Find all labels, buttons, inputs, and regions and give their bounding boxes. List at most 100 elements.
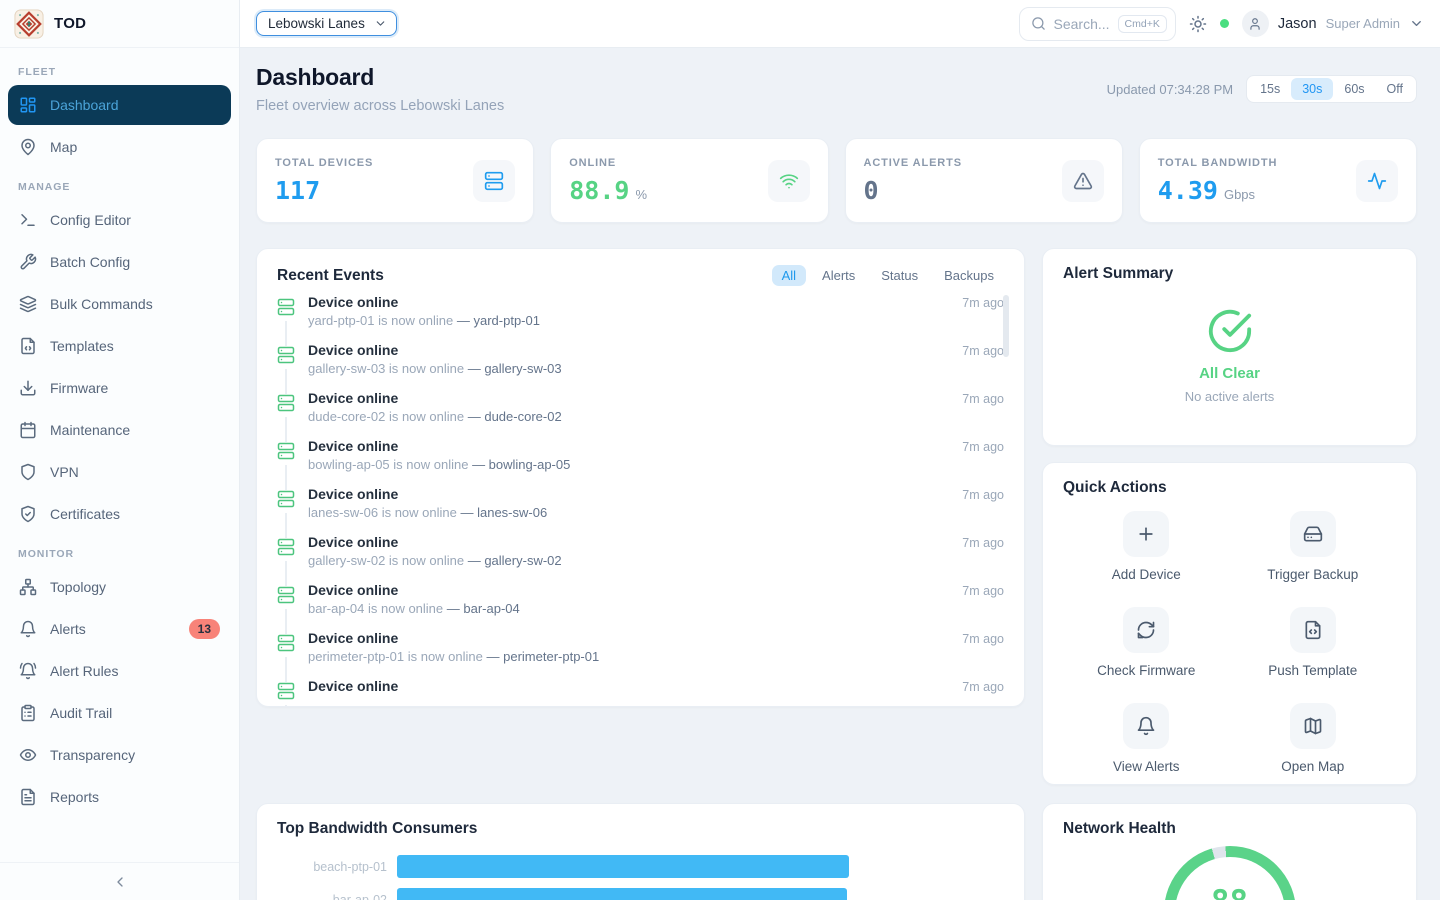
quick-action-add-device[interactable]: Add Device <box>1063 511 1230 582</box>
event-filters: All Alerts Status Backups <box>771 265 1004 286</box>
alert-summary-title: Alert Summary <box>1063 265 1174 282</box>
sidebar-item-templates[interactable]: Templates <box>8 326 231 366</box>
sidebar-item-config-editor[interactable]: Config Editor <box>8 200 231 240</box>
stat-label: TOTAL DEVICES <box>275 156 374 169</box>
event-device: — yard-ptp-01 <box>456 313 540 328</box>
server-icon <box>277 538 295 556</box>
sidebar-item-label: Firmware <box>50 380 109 396</box>
event-title: Device online <box>308 678 399 694</box>
server-icon <box>277 634 295 652</box>
monitor-items: Topology Alerts 13 Alert Rules <box>8 567 231 817</box>
sidebar-item-dashboard[interactable]: Dashboard <box>8 85 231 125</box>
avatar <box>1241 10 1269 37</box>
event-row-device-online[interactable]: Device online 7m ago bar-ap-04 is now on… <box>277 582 1004 645</box>
network-icon <box>19 578 37 596</box>
sidebar-item-reports[interactable]: Reports <box>8 777 231 817</box>
event-row-device-online[interactable]: Device online 7m ago yard-ptp-01 is now … <box>277 294 1004 357</box>
bar-row-beach-ptp-01: beach-ptp-01 <box>277 855 1004 878</box>
theme-toggle-sun-icon[interactable] <box>1189 15 1207 33</box>
sidebar-collapse-button[interactable] <box>0 862 239 900</box>
sidebar-item-label: Maintenance <box>50 422 131 438</box>
events-scrollbar-thumb[interactable] <box>1003 295 1009 357</box>
interval-15s[interactable]: 15s <box>1249 78 1291 100</box>
clipboard-list-icon <box>19 704 37 722</box>
event-device: — perimeter-ptp-01 <box>486 649 600 664</box>
eye-icon <box>19 746 37 764</box>
site-selector[interactable]: Lebowski Lanes <box>256 11 397 36</box>
sidebar-item-map[interactable]: Map <box>8 127 231 167</box>
check-circle-icon <box>1207 308 1253 354</box>
stat-icon-tile <box>473 159 516 202</box>
filter-all[interactable]: All <box>771 265 807 286</box>
recent-events-title: Recent Events <box>277 266 384 284</box>
quick-action-check-firmware[interactable]: Check Firmware <box>1063 607 1230 678</box>
quick-actions-title: Quick Actions <box>1063 479 1167 496</box>
section-label-manage: MANAGE <box>18 181 71 193</box>
quick-action-label: Check Firmware <box>1097 663 1196 678</box>
interval-60s[interactable]: 60s <box>1333 78 1375 100</box>
refresh-icon <box>1136 620 1156 640</box>
server-icon <box>277 586 295 604</box>
interval-off[interactable]: Off <box>1376 78 1414 100</box>
topbar-right: Search... Cmd+K Jason Super Admin <box>1018 6 1424 41</box>
user-menu[interactable]: Jason Super Admin <box>1241 10 1424 37</box>
sidebar-item-topology[interactable]: Topology <box>8 567 231 607</box>
event-message: gallery-sw-03 is now online <box>308 361 465 376</box>
event-row-device-online[interactable]: Device online 7m ago dude-core-02 is now… <box>277 390 1004 453</box>
sidebar-item-transparency[interactable]: Transparency <box>8 735 231 775</box>
filter-backups[interactable]: Backups <box>934 265 1004 286</box>
sidebar-item-maintenance[interactable]: Maintenance <box>8 410 231 450</box>
connection-status-dot <box>1219 19 1229 28</box>
sidebar-item-firmware[interactable]: Firmware <box>8 368 231 408</box>
server-icon <box>484 171 504 191</box>
shield-check-icon <box>19 505 37 523</box>
main-content: Dashboard Fleet overview across Lebowski… <box>240 48 1440 900</box>
event-row-device-online[interactable]: Device online 7m ago bowling-ap-05 is no… <box>277 438 1004 501</box>
quick-action-trigger-backup[interactable]: Trigger Backup <box>1230 511 1397 582</box>
sidebar-item-batch-config[interactable]: Batch Config <box>8 242 231 282</box>
event-row-device-online[interactable]: Device online 7m ago perimeter-ptp-01 is… <box>277 630 1004 693</box>
layout-dashboard-icon <box>19 96 37 114</box>
search-input[interactable]: Search... Cmd+K <box>1018 6 1176 41</box>
sidebar-item-alert-rules[interactable]: Alert Rules <box>8 651 231 691</box>
quick-action-view-alerts[interactable]: View Alerts <box>1063 703 1230 774</box>
alert-triangle-icon <box>1073 171 1093 191</box>
event-row-device-online[interactable]: Device online 7m ago gallery-sw-02 is no… <box>277 534 1004 597</box>
search-icon <box>1031 16 1046 31</box>
bandwidth-bar <box>397 888 848 900</box>
section-label-monitor: MONITOR <box>18 548 75 560</box>
right-column: Alert Summary All Clear No active alerts… <box>1042 248 1417 785</box>
filter-status[interactable]: Status <box>871 265 928 286</box>
stat-value: 117 <box>275 175 321 205</box>
interval-30s[interactable]: 30s <box>1291 78 1334 100</box>
page-subtitle: Fleet overview across Lebowski Lanes <box>256 98 505 114</box>
sidebar-nav: FLEET Dashboard Map MANAGE <box>0 48 239 862</box>
brand-logo[interactable]: TOD <box>0 0 239 48</box>
stat-value: 88.9 <box>569 175 630 205</box>
event-message: lanes-sw-06 is now online <box>308 505 457 520</box>
event-message: gallery-sw-02 is now online <box>308 553 465 568</box>
sidebar-item-audit-trail[interactable]: Audit Trail <box>8 693 231 733</box>
stat-unit: Gbps <box>1223 186 1256 202</box>
server-icon <box>277 490 295 508</box>
sidebar-item-alerts[interactable]: Alerts 13 <box>8 609 231 649</box>
filter-alerts[interactable]: Alerts <box>812 265 865 286</box>
event-device: — bar-ap-04 <box>446 601 520 616</box>
event-device: — dude-core-02 <box>467 409 562 424</box>
file-template-icon <box>19 337 37 355</box>
sidebar-item-bulk-commands[interactable]: Bulk Commands <box>8 284 231 324</box>
section-label-fleet: FLEET <box>18 66 56 78</box>
quick-action-open-map[interactable]: Open Map <box>1230 703 1397 774</box>
bell-icon <box>19 620 37 638</box>
event-row-device-online[interactable]: Device online 7m ago lanes-sw-06 is now … <box>277 486 1004 549</box>
sidebar-item-label: Batch Config <box>50 254 131 270</box>
event-title: Device online <box>308 486 399 502</box>
server-icon <box>277 346 295 364</box>
sidebar-item-certificates[interactable]: Certificates <box>8 494 231 534</box>
sidebar-item-vpn[interactable]: VPN <box>8 452 231 492</box>
event-row-device-online[interactable]: Device online 7m ago gallery-sw-03 is no… <box>277 342 1004 405</box>
event-row-device-online[interactable]: Device online 7m ago <box>277 678 1004 706</box>
event-title: Device online <box>308 582 399 598</box>
quick-action-push-template[interactable]: Push Template <box>1230 607 1397 678</box>
terminal-icon <box>19 211 37 229</box>
